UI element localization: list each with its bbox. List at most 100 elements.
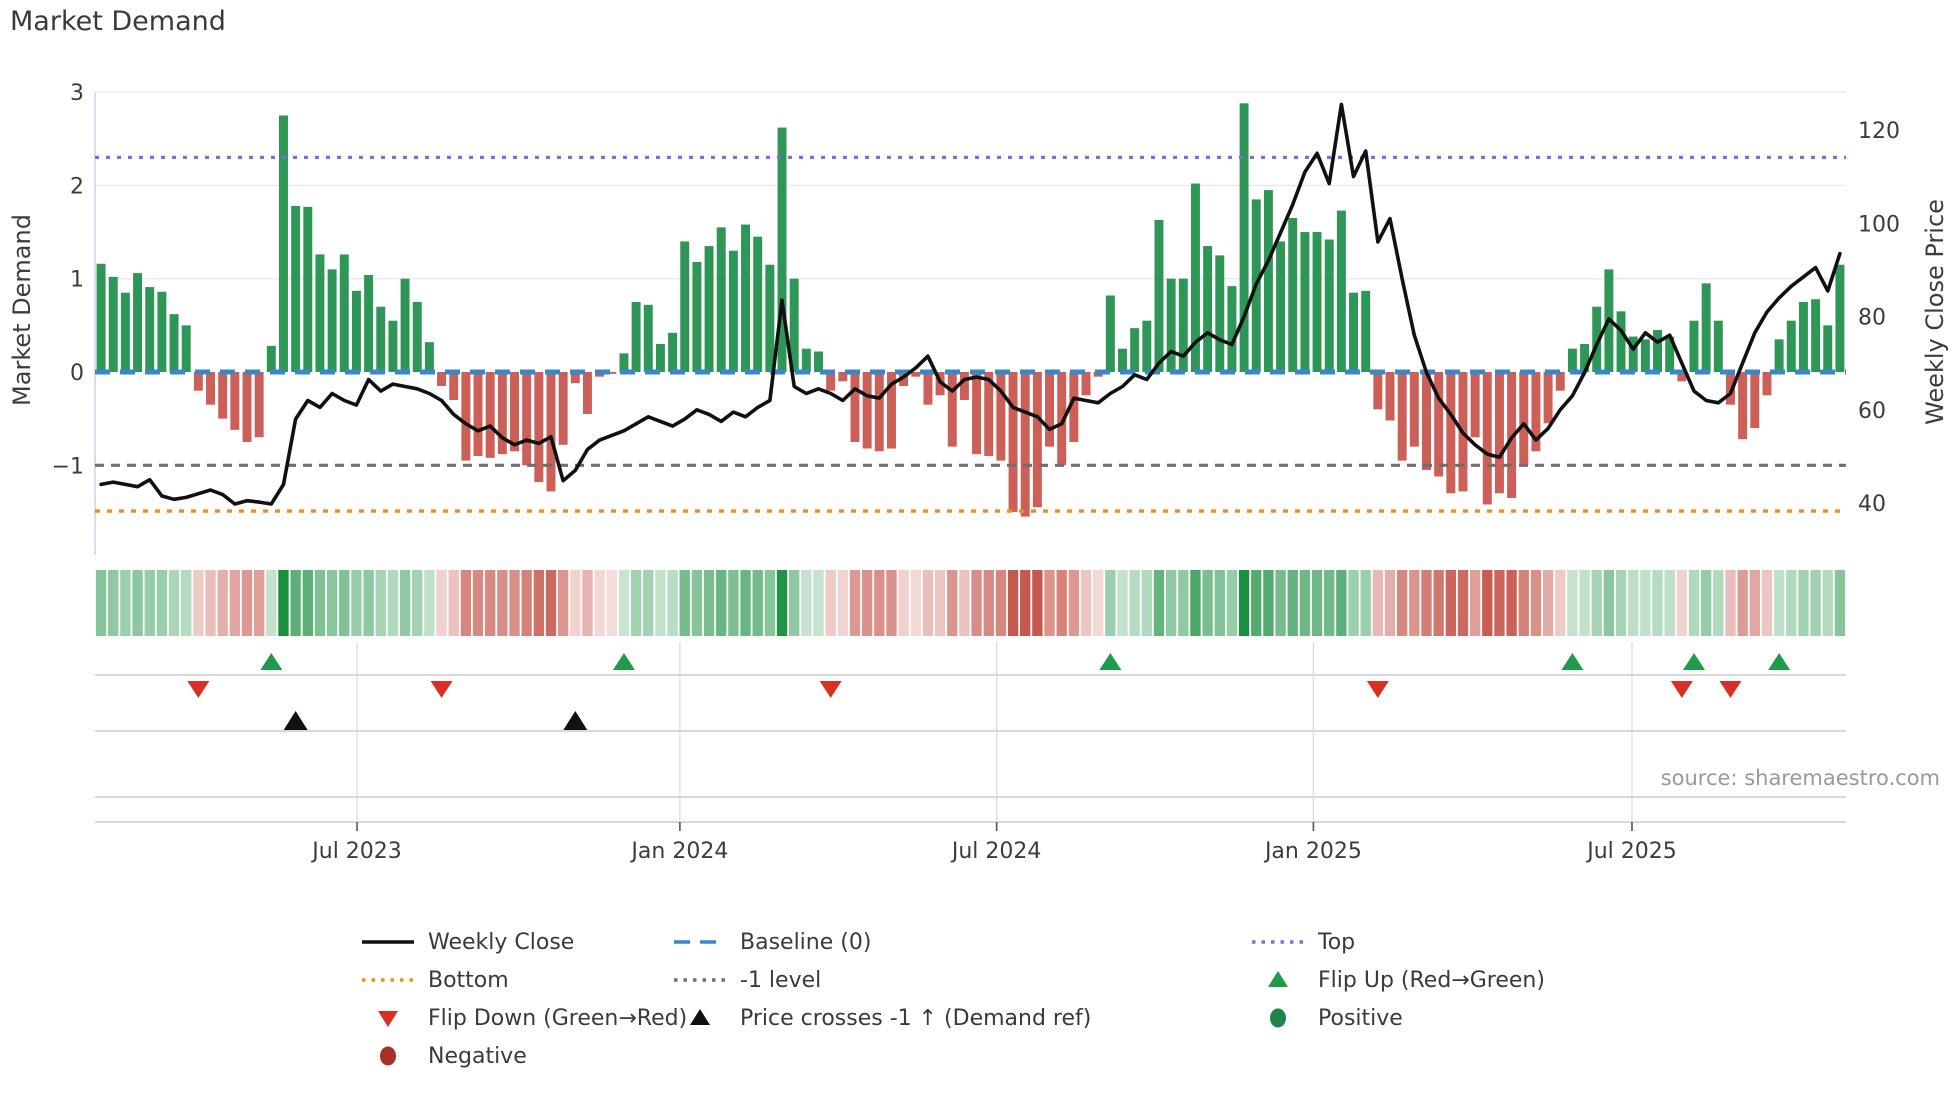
demand-bar <box>96 263 106 372</box>
heatmap-cell <box>509 570 520 636</box>
heatmap-cell <box>1324 570 1335 636</box>
heatmap-cell <box>1020 570 1031 636</box>
demand-bar <box>850 372 860 442</box>
demand-bar <box>218 372 228 419</box>
heatmap-cell <box>1834 570 1846 636</box>
heatmap-cell <box>545 570 557 636</box>
demand-bar <box>1215 255 1225 372</box>
demand-bar <box>1798 302 1808 372</box>
demand-bar <box>728 250 738 372</box>
demand-bar <box>1701 283 1711 372</box>
right-tick-label: 80 <box>1858 306 1886 331</box>
heatmap-cell <box>193 570 204 636</box>
heatmap-cell <box>557 570 569 636</box>
demand-bar <box>1555 372 1565 391</box>
demand-bar <box>1470 372 1480 438</box>
heatmap-cell <box>1676 570 1688 636</box>
demand-bar <box>1762 372 1772 396</box>
heatmap-cell <box>1178 570 1189 636</box>
demand-bar <box>193 372 203 391</box>
heatmap-cell <box>95 570 107 636</box>
demand-bar <box>1154 219 1164 372</box>
heatmap-cell <box>1506 570 1517 636</box>
demand-bar <box>1008 372 1018 512</box>
demand-bar <box>1178 278 1188 372</box>
heatmap-cell <box>460 570 472 636</box>
heatmap-cell <box>1384 570 1396 636</box>
demand-bar <box>1349 292 1359 372</box>
heatmap-cell <box>764 570 776 636</box>
demand-bar <box>206 372 215 405</box>
demand-bar <box>947 372 957 447</box>
demand-bar <box>1373 372 1383 410</box>
heatmap-cell <box>1761 570 1773 636</box>
demand-bar <box>1665 336 1675 372</box>
heatmap-cell <box>813 570 824 636</box>
heatmap-cell <box>582 570 593 636</box>
demand-bar <box>230 372 240 430</box>
heatmap-cell <box>1251 570 1262 636</box>
demand-bar <box>777 127 787 372</box>
demand-bar <box>145 287 155 372</box>
left-tick-label: 2 <box>70 174 84 199</box>
page-title: Market Demand <box>10 6 226 37</box>
demand-bar <box>364 274 374 372</box>
left-tick-label: 3 <box>70 81 84 106</box>
heatmap-cell <box>570 570 581 636</box>
heatmap-cell <box>1336 570 1347 636</box>
heatmap-cell <box>1798 570 1809 636</box>
demand-bar <box>266 345 276 372</box>
demand-bar <box>1118 348 1127 372</box>
heatmap-cell <box>120 570 131 636</box>
heatmap-cell <box>667 570 678 636</box>
heatmap-cell <box>1664 570 1675 636</box>
heatmap-cell <box>1190 570 1201 636</box>
heatmap-cell <box>302 570 313 636</box>
heatmap-cell <box>1433 570 1444 636</box>
right-tick-label: 40 <box>1858 492 1886 517</box>
heatmap-cell <box>703 570 715 636</box>
demand-bar <box>534 372 544 483</box>
demand-bar <box>959 372 969 400</box>
heatmap-cell <box>497 570 508 636</box>
demand-bar <box>911 372 921 377</box>
flip-down-marker <box>430 681 453 698</box>
heatmap-cell <box>874 570 885 636</box>
heatmap-cell <box>205 570 216 636</box>
heatmap-cell <box>1226 570 1238 636</box>
heatmap-cell <box>1092 570 1104 636</box>
price-cross-marker <box>563 711 588 730</box>
demand-bar <box>546 372 556 492</box>
heatmap-cell <box>1056 570 1067 636</box>
heatmap-cell <box>740 570 751 636</box>
heatmap-cell <box>643 570 654 636</box>
heatmap-cell <box>412 570 423 636</box>
heatmap-cell <box>1165 570 1177 636</box>
heatmap-cell <box>995 570 1007 636</box>
heatmap-cell <box>1007 570 1019 636</box>
demand-bar <box>1616 311 1626 372</box>
demand-bar <box>1774 339 1784 372</box>
heatmap-cell <box>789 570 800 636</box>
heatmap-cell <box>1555 570 1566 636</box>
heatmap-cell <box>448 570 459 636</box>
demand-bar <box>1738 372 1748 440</box>
demand-bar <box>181 325 191 372</box>
demand-bar <box>1057 372 1067 466</box>
demand-bar <box>862 372 872 449</box>
heatmap-cell <box>886 570 897 636</box>
heatmap-cell <box>132 570 143 636</box>
heatmap-cell <box>679 570 690 636</box>
demand-bar <box>1628 336 1638 372</box>
heatmap-cell <box>1238 570 1250 636</box>
heatmap-cell <box>1275 570 1286 636</box>
demand-bar <box>1434 372 1444 477</box>
heatmap-cell <box>630 570 642 636</box>
demand-bar <box>291 205 301 372</box>
demand-bar <box>1446 372 1456 494</box>
demand-bar <box>1166 278 1176 372</box>
flip-up-marker <box>612 653 635 670</box>
flip-down-marker <box>819 681 842 698</box>
heatmap-cell <box>521 570 532 636</box>
